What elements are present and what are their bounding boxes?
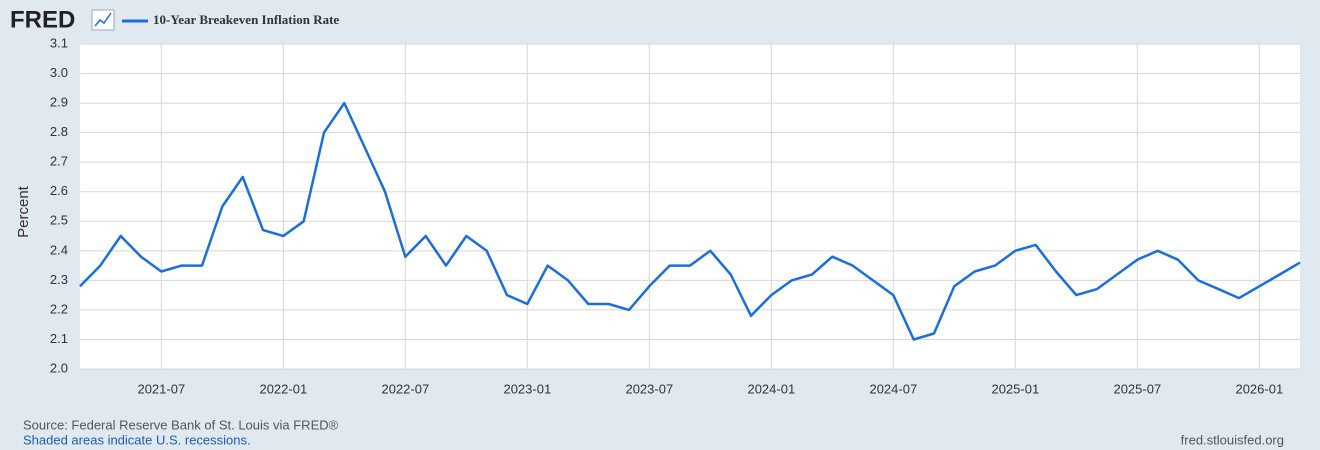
y-tick-label: 2.8 [50,124,68,139]
y-axis-label: Percent [15,185,32,238]
legend-label: 10-Year Breakeven Inflation Rate [153,12,339,27]
y-tick-label: 2.0 [50,360,68,375]
data-line [79,101,1301,341]
plot-area [80,44,1300,369]
x-tick-label: 2023-01 [503,381,551,396]
x-tick-label: 2026-01 [1235,381,1283,396]
x-tick-label: 2022-07 [381,381,429,396]
logo: FRED [10,6,75,33]
source: Source: Federal Reserve Bank of St. Loui… [23,417,339,432]
y-tick-label: 2.7 [50,154,68,169]
y-tick-label: 2.2 [50,301,68,316]
y-tick-label: 2.1 [50,331,68,346]
y-tick-label: 3.1 [50,35,68,50]
site: fred.stlouisfed.org [1181,432,1284,447]
x-tick-label: 2022-01 [259,381,307,396]
x-tick-label: 2023-07 [625,381,673,396]
y-tick-label: 2.5 [50,213,68,228]
y-tick-label: 2.4 [50,242,68,257]
y-tick-label: 2.3 [50,272,68,287]
x-tick-label: 2025-07 [1113,381,1161,396]
y-tick-label: 2.6 [50,183,68,198]
y-tick-label: 2.9 [50,95,68,110]
x-tick-label: 2024-07 [869,381,917,396]
x-tick-label: 2024-01 [747,381,795,396]
y-tick-label: 3.0 [50,65,68,80]
x-tick-label: 2025-01 [991,381,1039,396]
x-tick-label: 2021-07 [137,381,185,396]
logo-icon [91,9,115,31]
note: Shaded areas indicate U.S. recessions. [23,432,251,447]
